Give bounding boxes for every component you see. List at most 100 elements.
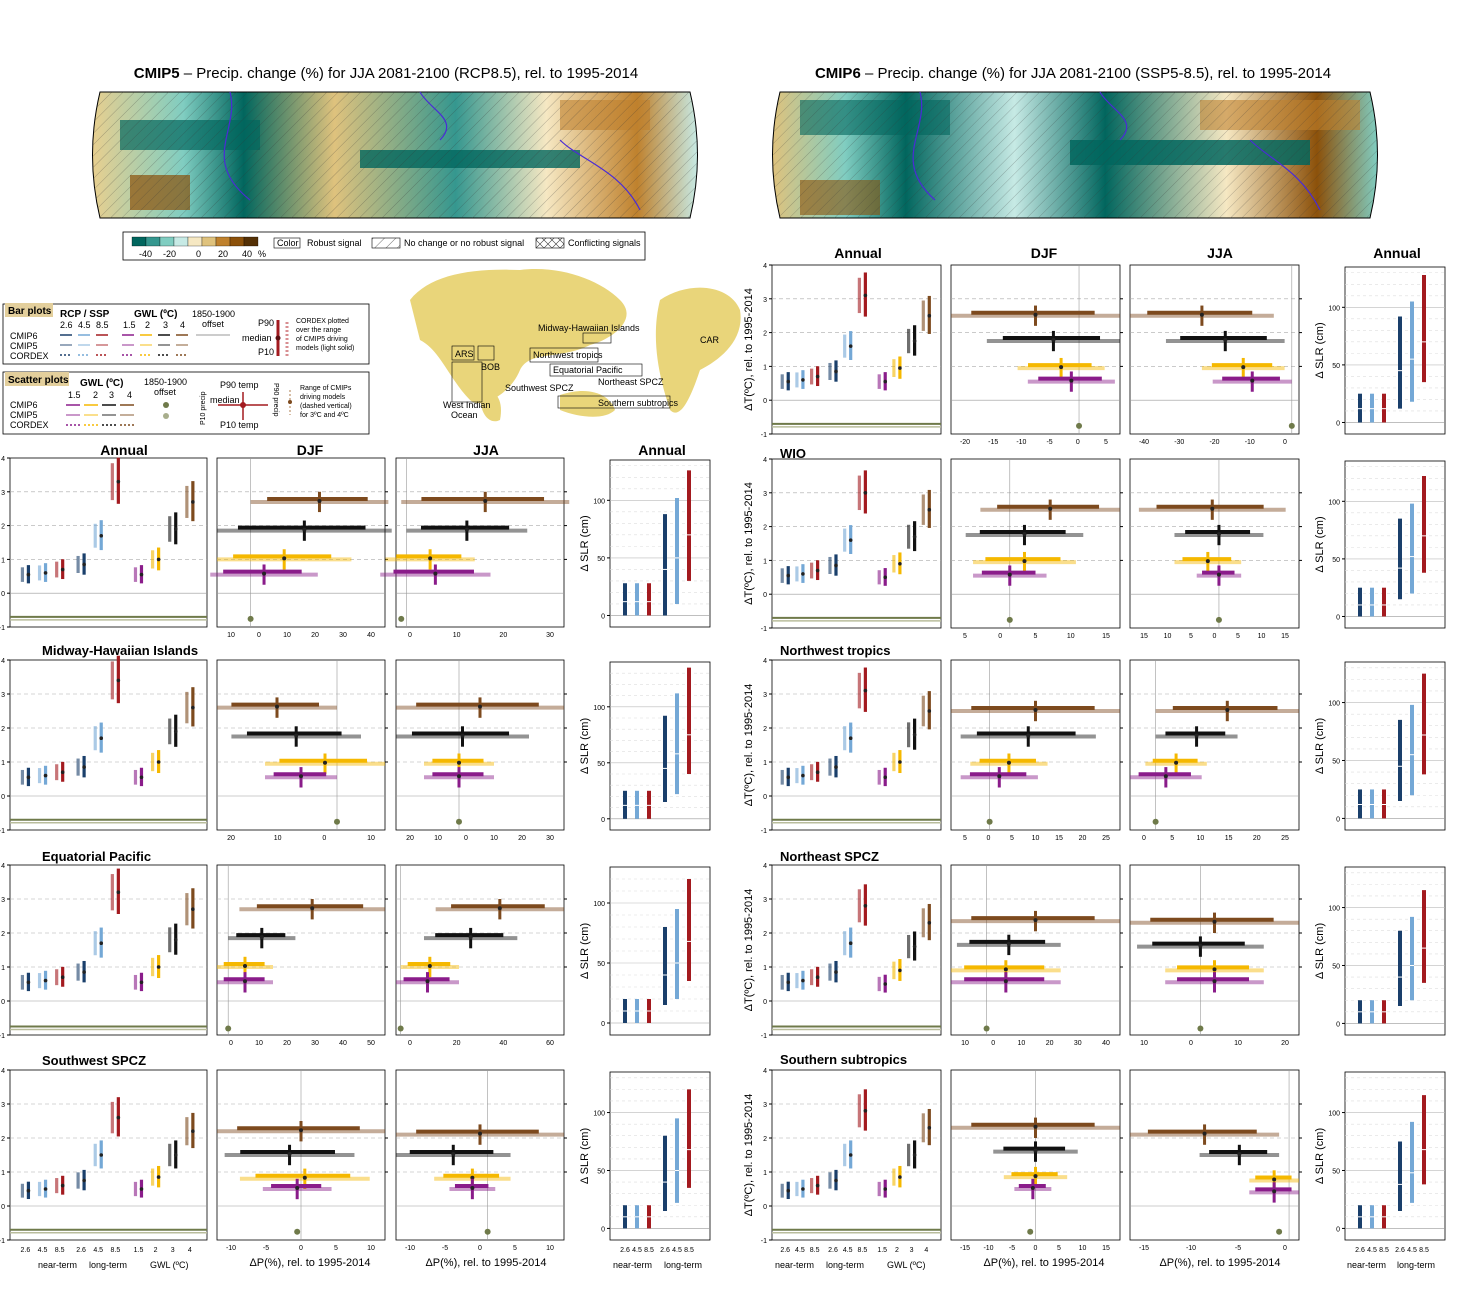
bar-legend-title: Bar plots [8,306,52,317]
scatter-median [302,1175,307,1180]
x-tick-label: 20 [227,835,235,842]
map-label-southern: Southern subtropics [598,398,679,408]
x-tick-label: 10 [1234,1040,1242,1047]
scatter-median [497,906,502,911]
y-tick-label: 1 [1,760,5,767]
bar-median [26,980,31,985]
bar-median [82,765,86,769]
bar-median [173,1153,178,1157]
scatter-median [1163,774,1168,779]
bar-median [173,527,178,531]
y-tick-label: 1 [763,364,767,371]
dp-axis-label: ΔP(%), rel. to 1995-2014 [425,1257,546,1269]
x-tick-label: 20 [311,632,319,639]
scatter-median [483,498,488,503]
scatter-median [1199,312,1204,317]
y-tick-label: 50 [1332,963,1340,970]
bar-median [191,705,195,710]
x-tick-label: 15 [1055,835,1063,842]
x-tick-label: 5 [1057,1245,1061,1252]
y-axis-label: ΔT(ºC), rel. to 1995-2014 [743,288,755,411]
bar-median [912,339,917,343]
scatter-median [1225,708,1230,712]
cbar-tick: -20 [163,249,176,259]
y-tick-label: -1 [0,625,5,632]
x-tick-label: 10 [1140,1040,1148,1047]
bar-median [786,1188,791,1193]
scatter-panel-frame [950,458,1121,629]
y-tick-label: 100 [1328,499,1340,506]
x-tick-label: 4.5 [795,1247,805,1254]
bar-median [863,491,868,495]
y-tick-label: 1 [763,558,767,565]
x-tick-label: 10 [1018,1040,1026,1047]
bar-median [898,968,902,973]
scatter-median [1069,378,1074,383]
near-term-label: near-term [1347,1260,1386,1270]
scatter-median [1198,943,1203,948]
bar-median [848,941,853,945]
scatter-panel-frame [216,457,386,628]
y-tick-label: 100 [593,1111,605,1118]
x-tick-label: 0 [987,835,991,842]
x-tick-label: 0 [299,1245,303,1252]
colorbar-cell [173,236,189,247]
x-tick-label: 30 [546,835,554,842]
x-tick-label: -20 [960,439,970,446]
bar-median [82,970,86,974]
x-tick-label: -10 [1016,439,1026,446]
colorbar-legend: -40 -20 0 20 40 % Color Robust signal No… [122,231,646,261]
bar-median [139,980,144,985]
scatter-median [1205,559,1210,564]
cbar-tick: 0 [196,249,201,259]
y-tick-label: -1 [0,828,5,835]
scatter-panel-frame [216,864,386,1036]
x-tick-label: 4.5 [632,1247,642,1254]
bar-median [927,921,932,925]
bar-median [863,688,868,693]
scatter-legend-gwl-level: 2 [93,390,98,400]
y-tick-label: 3 [763,297,767,304]
region-panel-group: NIO = ARS + BOB43210-1ΔT(ºC), rel. to 19… [0,456,711,639]
x-tick-label: 2.6 [1395,1247,1405,1254]
offset-point [1076,422,1083,429]
scatter-median [1033,312,1038,317]
conflicting-label: Conflicting signals [568,238,641,248]
scatter-median [1250,378,1255,383]
bar-median [863,293,868,298]
cordex-note: CORDEX plotted [296,318,349,325]
map-label-ars: ARS [455,349,474,359]
bar-median [927,1126,932,1130]
scatter-median [1026,733,1031,738]
bar-legend-gwl-level: 4 [180,320,185,330]
x-tick-label: 0 [408,632,412,639]
colorbar-cell [229,236,245,247]
bar-legend-row: CMIP5 [10,341,38,351]
bar-median [43,571,48,575]
bar-median [156,760,161,764]
bar-median [26,775,31,780]
cmip5-map [92,91,698,219]
y-tick-label: 4 [763,863,767,870]
offset-point [1215,616,1222,623]
cbar-tick: 20 [218,249,228,259]
bar-legend-gwl: GWL (ºC) [134,309,177,320]
y-tick-label: -1 [761,1033,767,1040]
scatter-legend-row: CMIP6 [10,400,38,410]
bar-legend-p90: P90 [258,318,274,328]
bar-panel-frame [771,458,942,629]
bar-median [834,970,838,974]
colorbar-cell [201,236,217,247]
y-tick-label: 100 [593,901,605,908]
bar-median [801,978,805,983]
x-tick-label: 10 [227,632,235,639]
cbar-tick: % [258,249,266,259]
scatter-median [1237,1152,1242,1156]
x-tick-label: 10 [1164,633,1172,640]
x-tick-label: -40 [1139,439,1149,446]
y-tick-label: 0 [1336,1226,1340,1233]
map-label-eq-pacific: Equatorial Pacific [553,365,623,375]
bar-median [156,557,161,562]
x-tick-label: 5 [963,835,967,842]
